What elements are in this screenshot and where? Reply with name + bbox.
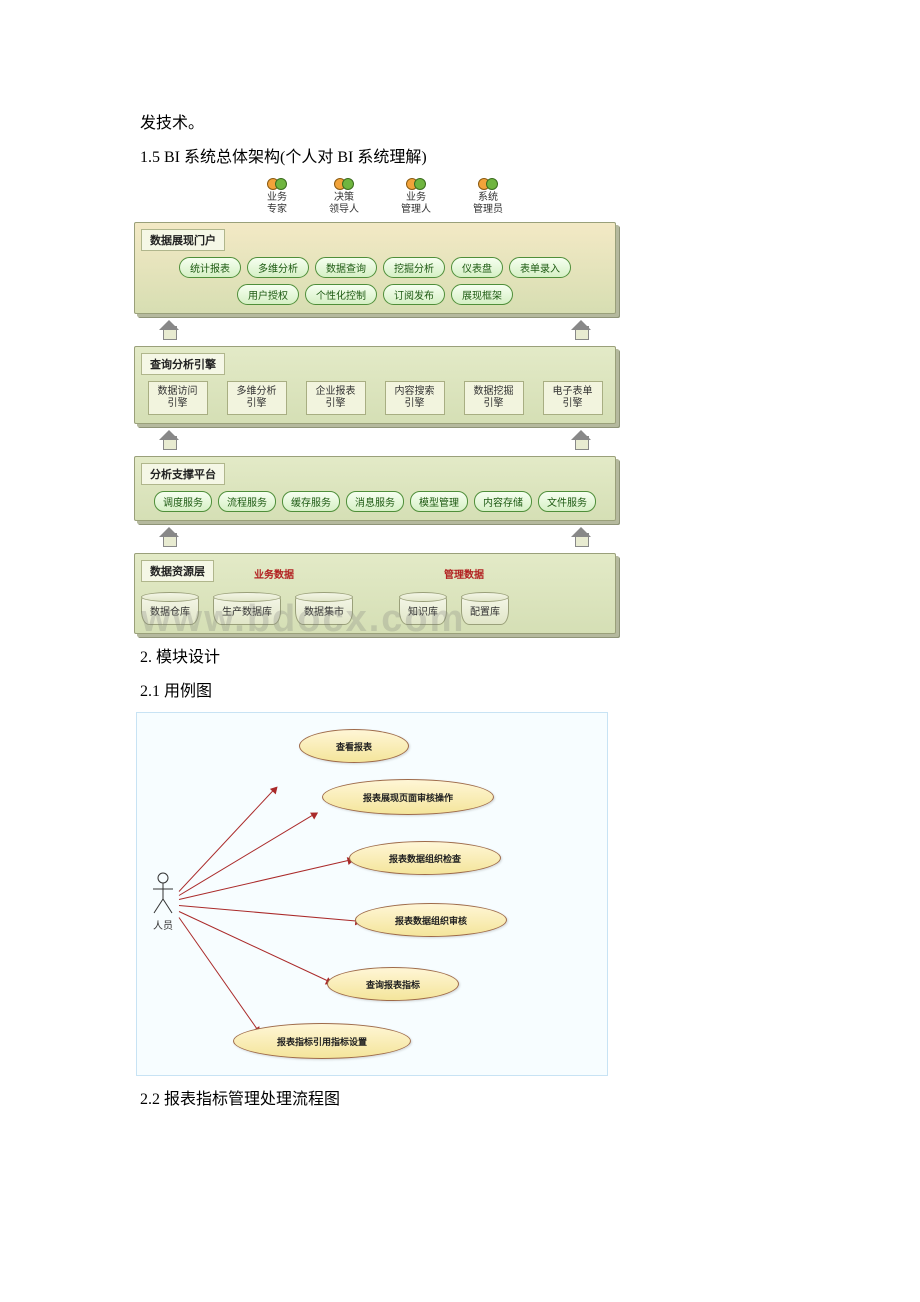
subhead-business-data: 业务数据 [254,566,294,581]
up-arrow-icon [570,320,592,340]
user-business-manager: 业务管理人 [401,178,431,216]
paragraph-continuation: 发技术。 [140,110,780,138]
engine-box: 企业报表引擎 [306,381,366,415]
pill: 消息服务 [346,491,404,512]
services-row: 调度服务 流程服务 缓存服务 消息服务 模型管理 内容存储 文件服务 [141,491,609,512]
use-case-ellipse: 报表指标引用指标设置 [233,1023,411,1059]
heading-2: 2. 模块设计 [140,644,780,672]
pill: 统计报表 [179,257,241,278]
layer-title: 查询分析引擎 [141,353,225,375]
user-decision-leader: 决策领导人 [329,178,359,216]
pill: 模型管理 [410,491,468,512]
arrows-2 [134,430,616,450]
db-cylinder: 配置库 [461,596,509,625]
engine-box: 多维分析引擎 [227,381,287,415]
layer-title: 分析支撑平台 [141,463,225,485]
use-case-association [179,911,332,983]
heading-2-2: 2.2 报表指标管理处理流程图 [140,1086,780,1114]
layer-query-engine: 查询分析引擎 数据访问引擎 多维分析引擎 企业报表引擎 内容搜索引擎 数据挖掘引… [134,346,616,424]
pill: 内容存储 [474,491,532,512]
pill: 订阅发布 [383,284,445,305]
use-case-ellipse: 查看报表 [299,729,409,763]
arrows-3 [134,527,616,547]
db-cylinder: 数据集市 [295,596,353,625]
use-case-diagram: 人员 查看报表报表展现页面审核操作报表数据组织检查报表数据组织审核查询报表指标报… [136,712,608,1076]
bi-architecture-diagram: 业务专家 决策领导人 业务管理人 系统管理员 数据展现门户 统计报表 多维分析 … [134,178,616,634]
use-case-association [179,905,360,922]
user-sys-admin: 系统管理员 [473,178,503,216]
engine-box: 内容搜索引擎 [385,381,445,415]
arrows-1 [134,320,616,340]
pill: 仪表盘 [451,257,503,278]
up-arrow-icon [158,320,180,340]
layer-support: 分析支撑平台 调度服务 流程服务 缓存服务 消息服务 模型管理 内容存储 文件服… [134,456,616,521]
pill: 文件服务 [538,491,596,512]
pill: 多维分析 [247,257,309,278]
up-arrow-icon [570,430,592,450]
use-case-ellipse: 报表展现页面审核操作 [322,779,494,815]
uml-actor: 人员 [149,871,177,932]
page: 发技术。 1.5 BI 系统总体架构(个人对 BI 系统理解) 业务专家 决策领… [0,0,920,1302]
actor-label: 人员 [149,917,177,932]
user-business-expert: 业务专家 [267,178,287,216]
use-case-ellipse: 报表数据组织审核 [355,903,507,937]
use-case-ellipse: 报表数据组织检查 [349,841,501,875]
engine-box: 电子表单引擎 [543,381,603,415]
pill: 用户授权 [237,284,299,305]
up-arrow-icon [158,527,180,547]
subhead-mgmt-data: 管理数据 [444,566,484,581]
pill: 数据查询 [315,257,377,278]
actor-icon [149,871,177,917]
db-cylinder: 知识库 [399,596,447,625]
layer1-row1: 统计报表 多维分析 数据查询 挖掘分析 仪表盘 表单录入 [141,257,609,278]
pill: 个性化控制 [305,284,377,305]
layer-data-resource: 数据资源层 业务数据 管理数据 数据仓库 生产数据库 数据集市 知识库 配置库 … [134,553,616,634]
use-case-ellipse: 查询报表指标 [327,967,459,1001]
layer-title: 数据资源层 [141,560,214,582]
use-case-association [179,917,260,1032]
pill: 调度服务 [154,491,212,512]
heading-1-5: 1.5 BI 系统总体架构(个人对 BI 系统理解) [140,144,780,172]
pill: 表单录入 [509,257,571,278]
heading-2-1: 2.1 用例图 [140,678,780,706]
pill: 缓存服务 [282,491,340,512]
pill: 流程服务 [218,491,276,512]
layer-title: 数据展现门户 [141,229,225,251]
pill: 挖掘分析 [383,257,445,278]
up-arrow-icon [570,527,592,547]
users-row: 业务专家 决策领导人 业务管理人 系统管理员 [134,178,616,216]
use-case-association [179,787,277,892]
up-arrow-icon [158,430,180,450]
layer-presentation: 数据展现门户 统计报表 多维分析 数据查询 挖掘分析 仪表盘 表单录入 用户授权… [134,222,616,314]
engine-box: 数据挖掘引擎 [464,381,524,415]
db-cylinder: 数据仓库 [141,596,199,625]
pill: 展现框架 [451,284,513,305]
engines-row: 数据访问引擎 多维分析引擎 企业报表引擎 内容搜索引擎 数据挖掘引擎 电子表单引… [141,381,609,415]
layer1-row2: 用户授权 个性化控制 订阅发布 展现框架 [141,284,609,305]
db-cylinder: 生产数据库 [213,596,281,625]
engine-box: 数据访问引擎 [148,381,208,415]
